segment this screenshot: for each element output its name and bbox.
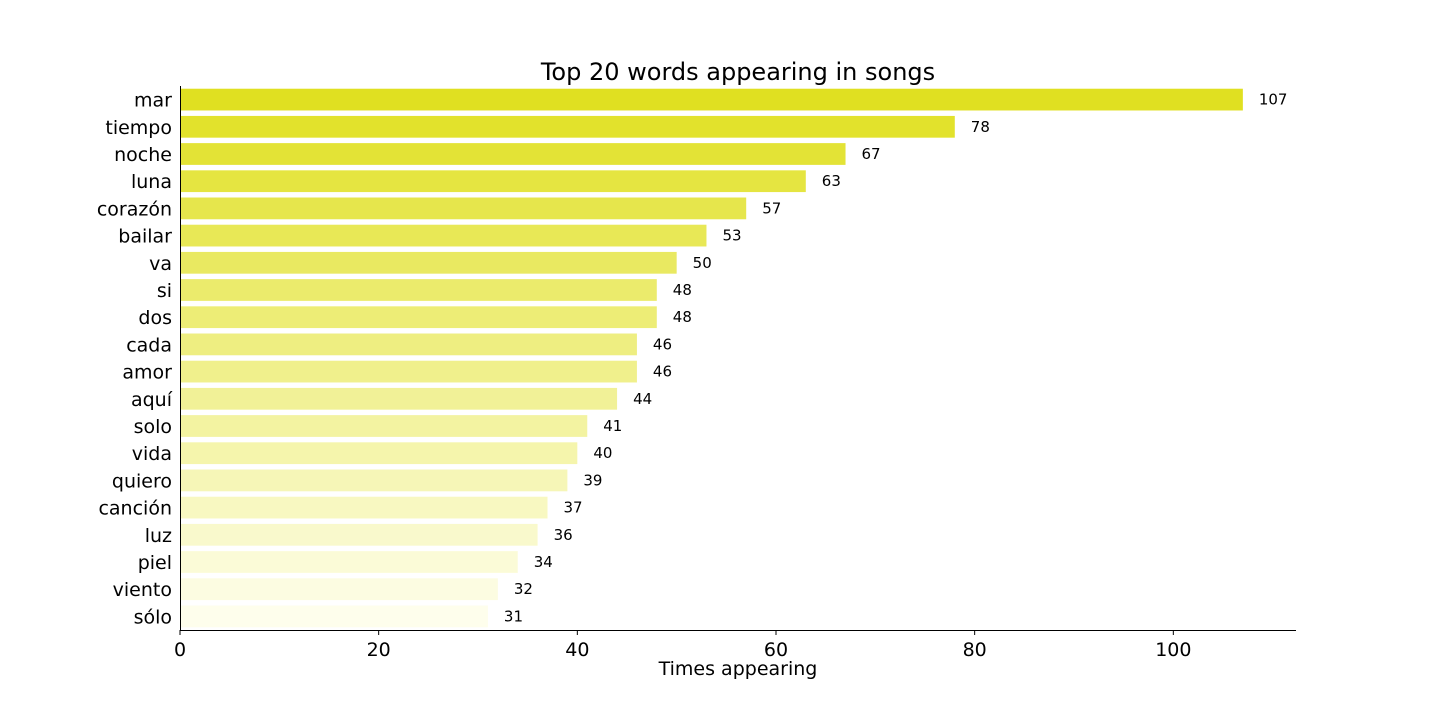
data-label: 46: [653, 363, 672, 381]
bar: [180, 578, 498, 601]
data-label: 39: [583, 471, 602, 489]
category-label: bailar: [118, 226, 172, 248]
bar: [180, 360, 637, 383]
data-label: 46: [653, 335, 672, 353]
category-labels-group: mar tiempo noche luna corazón bailar va si dos ca…: [97, 90, 173, 629]
bar: [180, 415, 588, 437]
bar: [180, 251, 677, 274]
category-label: sólo: [134, 606, 172, 628]
bars-group: [180, 88, 1243, 628]
category-label: piel: [138, 552, 172, 574]
bar: [180, 170, 806, 193]
category-label: si: [157, 280, 172, 302]
bar: [180, 387, 618, 410]
data-label: 63: [822, 172, 841, 190]
data-label: 32: [514, 580, 533, 598]
category-label: solo: [134, 416, 172, 438]
data-label: 53: [722, 227, 741, 245]
value-labels-group: 1077867635753504848464644414039373634323…: [504, 91, 1288, 626]
data-label: 40: [593, 444, 612, 462]
x-tick-label: 20: [367, 639, 391, 661]
x-axis-label: Times appearing: [658, 658, 818, 680]
data-label: 44: [633, 390, 652, 408]
chart-title: Top 20 words appearing in songs: [540, 58, 935, 86]
bar: [180, 442, 578, 465]
category-label: viento: [113, 579, 172, 601]
category-label: luna: [131, 171, 172, 193]
x-tick-label: 40: [565, 639, 589, 661]
data-label: 67: [862, 145, 881, 163]
category-label: cada: [126, 334, 172, 356]
data-label: 57: [762, 199, 781, 217]
x-tick-label: 80: [963, 639, 987, 661]
data-label: 78: [971, 118, 990, 136]
data-label: 50: [693, 254, 712, 272]
bar: [180, 279, 657, 301]
bar: [180, 143, 846, 165]
category-label: aquí: [131, 389, 173, 411]
bar: [180, 115, 955, 138]
category-label: vida: [132, 443, 172, 465]
category-label: corazón: [97, 198, 172, 220]
data-label: 31: [504, 607, 523, 625]
data-label: 41: [603, 417, 622, 435]
data-label: 36: [554, 526, 573, 544]
bar: [180, 523, 538, 546]
category-label: mar: [134, 90, 172, 112]
x-tick-label: 0: [174, 639, 186, 661]
category-label: amor: [122, 362, 172, 384]
data-label: 48: [673, 308, 692, 326]
data-label: 107: [1259, 91, 1288, 109]
category-label: canción: [98, 498, 172, 520]
bar: [180, 197, 747, 220]
bar: [180, 224, 707, 247]
data-label: 34: [534, 553, 553, 571]
bar: [180, 551, 518, 573]
category-label: tiempo: [105, 117, 172, 139]
bar: [180, 496, 548, 519]
x-tick-label: 100: [1155, 639, 1191, 661]
data-label: 48: [673, 281, 692, 299]
category-label: va: [149, 253, 172, 275]
category-label: noche: [114, 144, 172, 166]
bar: [180, 605, 488, 628]
category-label: luz: [145, 525, 172, 547]
category-label: dos: [138, 307, 172, 329]
bar: [180, 306, 657, 329]
bar: [180, 88, 1243, 111]
x-tick-label: 60: [764, 639, 788, 661]
data-label: 37: [564, 499, 583, 517]
category-label: quiero: [112, 470, 172, 492]
bar: [180, 469, 568, 492]
x-ticks-group: 0 20 40 60 80 100: [174, 630, 1191, 661]
bar: [180, 333, 637, 356]
